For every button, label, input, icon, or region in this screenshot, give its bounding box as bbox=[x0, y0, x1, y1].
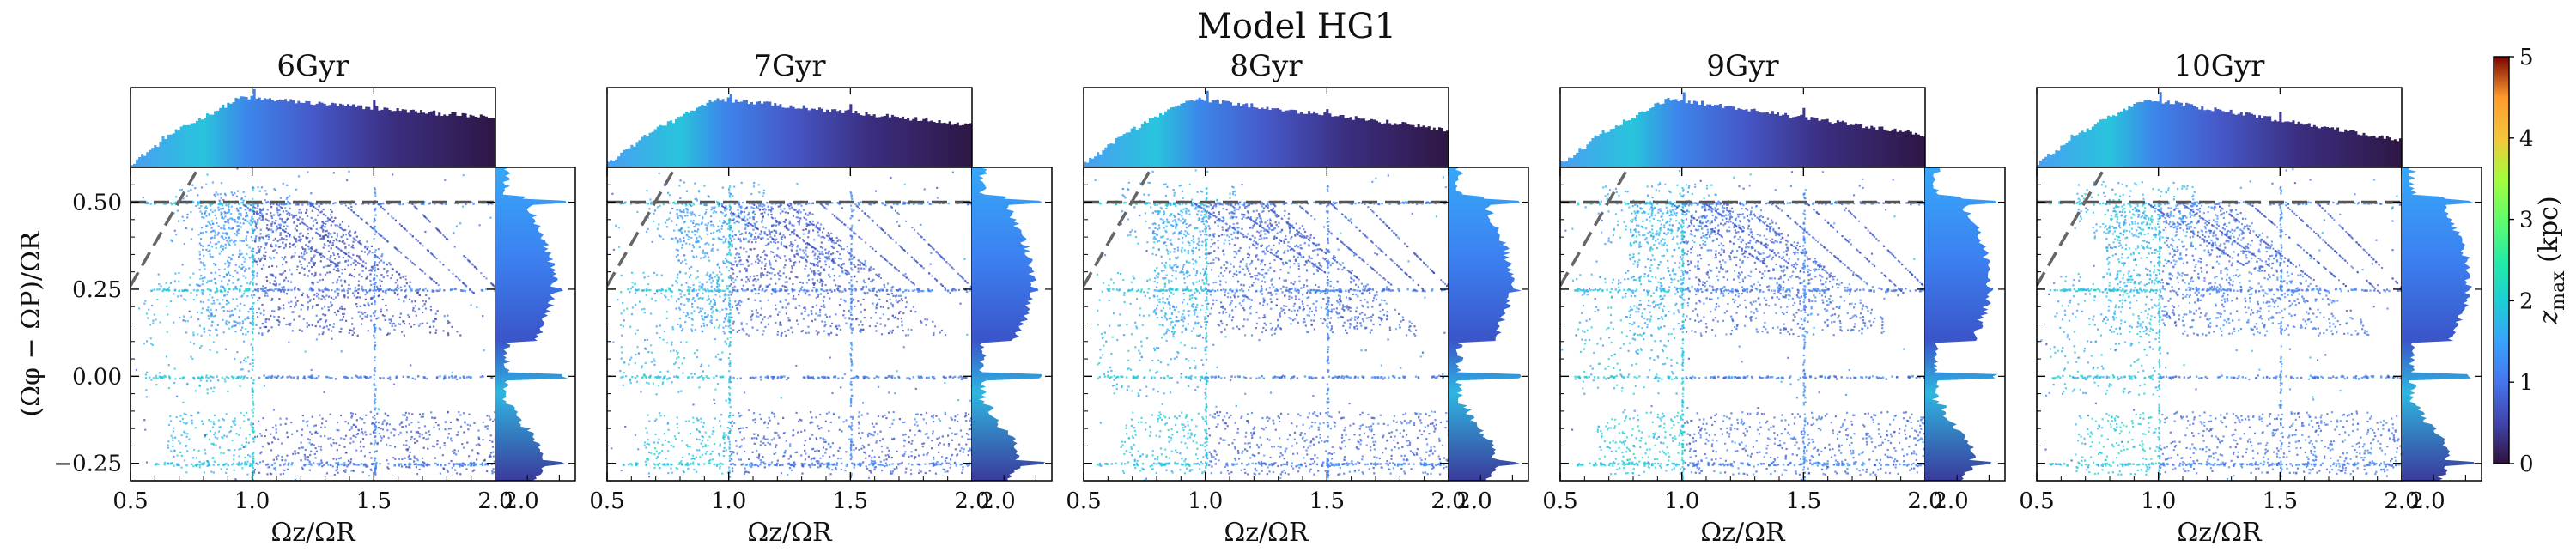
x-tick-label: 1.0 bbox=[1188, 488, 1223, 514]
resonance-guides bbox=[607, 167, 972, 287]
x-tick-label: 1.5 bbox=[356, 488, 392, 514]
panel-title: 9Gyr bbox=[1706, 49, 1779, 83]
x-tick-label: 0.5 bbox=[2019, 488, 2054, 514]
right-histogram: 2.0 bbox=[2402, 167, 2482, 514]
scatter-points bbox=[131, 167, 495, 481]
colorbar-ticks: 0 1 2 3 4 5 bbox=[2509, 45, 2534, 477]
y-tick-label: 0.25 bbox=[72, 277, 122, 303]
top-histogram-bars bbox=[2037, 92, 2402, 167]
panel-2: 7Gyr 0.5 1.0 1.5 2.0 Ωz/ΩR 2.0 bbox=[589, 49, 1053, 548]
colorbar-tick-label: 3 bbox=[2519, 208, 2534, 234]
main-axes: 0.5 1.0 1.5 2.0 −0.25 0.00 0.25 0.50 bbox=[53, 167, 513, 514]
right-histogram: 2.0 bbox=[495, 167, 576, 514]
top-histogram-bars bbox=[607, 94, 972, 167]
main-axes: 0.5 1.0 1.5 2.0 bbox=[1542, 167, 1943, 514]
x-tick-label: 1.0 bbox=[234, 488, 270, 514]
right-histogram-bars bbox=[495, 167, 568, 481]
panels: 6Gyr 0.5 1.0 1.5 2.0 −0.25 0.00 0.25 0.50 Ωz/ΩR (Ω… bbox=[16, 49, 2482, 548]
panel-title: 6Gyr bbox=[276, 49, 349, 83]
x-tick-label: 1.5 bbox=[1786, 488, 1821, 514]
right-histogram-bars bbox=[2402, 167, 2475, 481]
x-axis-label: Ωz/ΩR bbox=[747, 518, 833, 548]
panel-4: 9Gyr 0.5 1.0 1.5 2.0 Ωz/ΩR 2.0 bbox=[1542, 49, 2006, 548]
y-tick-label: 0.50 bbox=[72, 191, 122, 216]
x-tick-label: 1.5 bbox=[2263, 488, 2298, 514]
scatter-points bbox=[607, 167, 972, 481]
right-histogram: 2.0 bbox=[972, 167, 1053, 514]
y-axis-label: (Ωφ − ΩP)/ΩR bbox=[16, 230, 46, 417]
x-tick-label: 2.0 bbox=[477, 488, 513, 514]
resonance-guides bbox=[1084, 167, 1449, 287]
right-histogram-bars bbox=[1925, 167, 1998, 481]
resonance-guides bbox=[131, 167, 495, 287]
x-tick-label: 0.5 bbox=[112, 488, 148, 514]
resonance-guides bbox=[2037, 167, 2402, 287]
right-hist-tick-label: 2.0 bbox=[1456, 488, 1492, 514]
panel-title: 8Gyr bbox=[1230, 49, 1303, 83]
y-tick-label: 0.00 bbox=[72, 364, 122, 390]
top-histogram bbox=[130, 87, 496, 167]
resonance-guides bbox=[1560, 167, 1925, 287]
panel-5: 10Gyr 0.5 1.0 1.5 2.0 Ωz/ΩR 2.0 bbox=[2019, 49, 2482, 548]
x-tick-label: 1.5 bbox=[833, 488, 868, 514]
scatter-points bbox=[1560, 167, 1925, 481]
top-histogram-bars bbox=[131, 88, 495, 167]
x-axis-label: Ωz/ΩR bbox=[1700, 518, 1786, 548]
main-axes: 0.5 1.0 1.5 2.0 bbox=[589, 167, 990, 514]
x-tick-label: 2.0 bbox=[1431, 488, 1466, 514]
colorbar-tick-label: 2 bbox=[2519, 288, 2534, 314]
scatter-points bbox=[1084, 167, 1449, 481]
x-axis-label: Ωz/ΩR bbox=[1224, 518, 1309, 548]
top-histogram bbox=[2036, 87, 2403, 167]
panel-1: 6Gyr 0.5 1.0 1.5 2.0 −0.25 0.00 0.25 0.50 Ωz/ΩR (Ω… bbox=[16, 49, 576, 548]
colorbar-tick-label: 0 bbox=[2519, 452, 2534, 477]
colorbar-gradient bbox=[2493, 56, 2510, 464]
colorbar-tick-label: 4 bbox=[2519, 126, 2534, 152]
right-hist-tick-label: 2.0 bbox=[980, 488, 1015, 514]
colorbar-tick-label: 1 bbox=[2519, 370, 2534, 396]
x-tick-label: 2.0 bbox=[954, 488, 989, 514]
right-hist-tick-label: 2.0 bbox=[503, 488, 538, 514]
right-hist-tick-label: 2.0 bbox=[2409, 488, 2445, 514]
x-axis-label: Ωz/ΩR bbox=[2177, 518, 2263, 548]
scatter-points bbox=[2037, 167, 2402, 481]
top-histogram-bars bbox=[1560, 92, 1925, 167]
right-histogram: 2.0 bbox=[1925, 167, 2006, 514]
x-tick-label: 0.5 bbox=[1542, 488, 1577, 514]
top-histogram bbox=[1083, 87, 1449, 167]
top-histogram bbox=[606, 87, 973, 167]
x-tick-label: 1.0 bbox=[1664, 488, 1699, 514]
figure-title: Model HG1 bbox=[1197, 7, 1396, 46]
x-tick-label: 1.0 bbox=[711, 488, 746, 514]
colorbar: 0 1 2 3 4 5 zmax (kpc) bbox=[2493, 45, 2569, 477]
colorbar-tick-label: 5 bbox=[2519, 45, 2534, 70]
top-histogram bbox=[1559, 87, 1926, 167]
x-tick-label: 0.5 bbox=[1066, 488, 1101, 514]
right-histogram-bars bbox=[1449, 167, 1522, 481]
x-tick-label: 2.0 bbox=[2384, 488, 2419, 514]
colorbar-label: zmax (kpc) bbox=[2534, 196, 2569, 324]
right-hist-tick-label: 2.0 bbox=[1933, 488, 1968, 514]
right-histogram: 2.0 bbox=[1449, 167, 1529, 514]
y-tick-label: −0.25 bbox=[53, 452, 122, 477]
x-tick-label: 1.0 bbox=[2141, 488, 2176, 514]
panel-3: 8Gyr 0.5 1.0 1.5 2.0 Ωz/ΩR 2.0 bbox=[1066, 49, 1529, 548]
x-tick-label: 0.5 bbox=[589, 488, 624, 514]
top-histogram-bars bbox=[1084, 90, 1449, 167]
panel-title: 10Gyr bbox=[2174, 49, 2266, 83]
x-axis-label: Ωz/ΩR bbox=[270, 518, 356, 548]
x-tick-label: 2.0 bbox=[1907, 488, 1942, 514]
panel-title: 7Gyr bbox=[753, 49, 826, 83]
x-tick-label: 1.5 bbox=[1309, 488, 1345, 514]
right-histogram-bars bbox=[972, 167, 1045, 481]
